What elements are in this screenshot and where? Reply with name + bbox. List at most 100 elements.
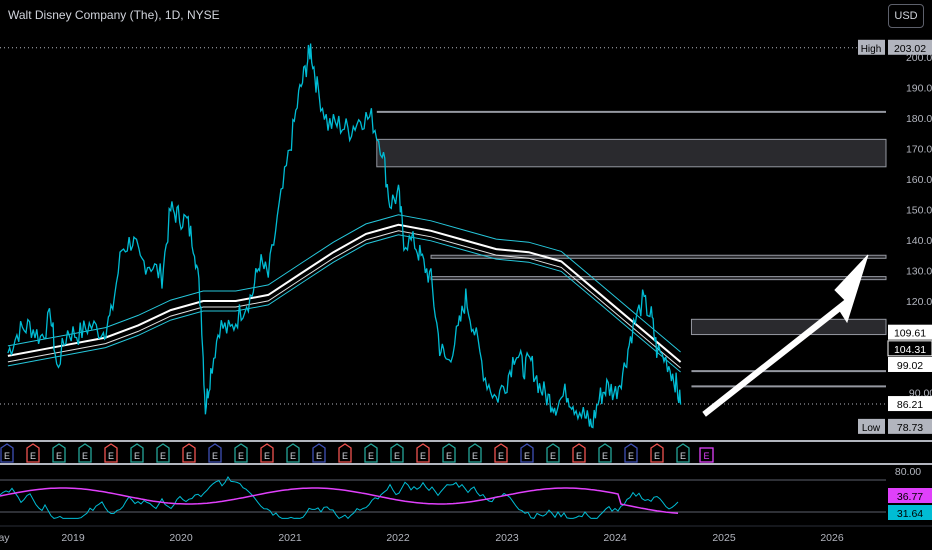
price-tick-label: 200.00 xyxy=(906,52,932,64)
earnings-marker xyxy=(286,443,300,463)
earnings-marker-label: E xyxy=(602,451,608,461)
upcoming-earnings-label: E xyxy=(703,451,709,461)
time-tick-label: 2025 xyxy=(712,532,736,544)
earnings-marker-label: E xyxy=(420,451,426,461)
earnings-marker xyxy=(546,443,560,463)
earnings-marker xyxy=(26,443,40,463)
level-tag-bg xyxy=(858,39,885,55)
price-tick-label: 150.00 xyxy=(906,205,932,217)
price-tick-label: 140.00 xyxy=(906,235,932,247)
level-value-label: 86.21 xyxy=(897,399,923,411)
time-tick-label: ay xyxy=(0,532,10,544)
earnings-marker-label: E xyxy=(498,451,504,461)
earnings-marker xyxy=(364,443,378,463)
level-value-box xyxy=(888,396,932,412)
ma-lower-band xyxy=(7,234,681,373)
earnings-marker-label: E xyxy=(446,451,452,461)
price-tick-label: 170.00 xyxy=(906,144,932,156)
resistance-zone xyxy=(376,138,887,168)
earnings-marker xyxy=(650,443,664,463)
earnings-marker-label: E xyxy=(238,451,244,461)
time-tick-label: 2022 xyxy=(386,532,410,544)
earnings-marker-label: E xyxy=(628,451,634,461)
price-tick-label: 160.00 xyxy=(906,174,932,186)
earnings-marker xyxy=(624,443,638,463)
earnings-marker xyxy=(520,443,534,463)
earnings-marker-label: E xyxy=(576,451,582,461)
earnings-marker xyxy=(52,443,66,463)
rsi-value: 31.64 xyxy=(897,508,923,520)
ma-upper-band xyxy=(7,214,681,353)
resistance-zone xyxy=(430,276,887,281)
level-value-label: 104.31 xyxy=(894,344,926,356)
earnings-marker xyxy=(78,443,92,463)
earnings-marker-label: E xyxy=(82,451,88,461)
chart-title: Walt Disney Company (The), 1D, NYSE xyxy=(8,8,220,22)
level-tag-label: High xyxy=(861,44,882,55)
level-tag-bg xyxy=(858,418,885,434)
earnings-marker xyxy=(598,443,612,463)
earnings-marker xyxy=(0,443,14,463)
earnings-marker xyxy=(182,443,196,463)
level-value-box xyxy=(888,324,932,340)
earnings-marker xyxy=(208,443,222,463)
level-value-box xyxy=(887,340,932,357)
earnings-marker xyxy=(156,443,170,463)
rsi-signal-value: 36.77 xyxy=(897,491,923,503)
projection-arrow xyxy=(702,254,869,417)
price-tick-label: 130.00 xyxy=(906,266,932,278)
rsi-signal-line xyxy=(0,487,679,514)
level-tag-label: Low xyxy=(862,423,881,434)
earnings-marker xyxy=(130,443,144,463)
earnings-marker-label: E xyxy=(524,451,530,461)
earnings-marker-label: E xyxy=(472,451,478,461)
earnings-marker-label: E xyxy=(680,451,686,461)
level-value-label: 203.02 xyxy=(894,43,926,55)
earnings-marker-label: E xyxy=(264,451,270,461)
time-tick-label: 2019 xyxy=(61,532,85,544)
earnings-marker xyxy=(494,443,508,463)
earnings-marker-label: E xyxy=(30,451,36,461)
earnings-marker xyxy=(390,443,404,463)
earnings-marker xyxy=(260,443,274,463)
level-value-label: 99.02 xyxy=(897,360,923,372)
earnings-marker-label: E xyxy=(212,451,218,461)
earnings-marker xyxy=(234,443,248,463)
time-tick-label: 2023 xyxy=(495,532,519,544)
time-tick-label: 2026 xyxy=(820,532,844,544)
level-value-box xyxy=(888,418,932,434)
earnings-marker-label: E xyxy=(368,451,374,461)
level-value-label: 78.73 xyxy=(897,422,923,434)
price-tick-label: 190.00 xyxy=(906,83,932,95)
earnings-marker-label: E xyxy=(160,451,166,461)
price-tick-label: 120.00 xyxy=(906,296,932,308)
earnings-marker-label: E xyxy=(134,451,140,461)
rsi-line xyxy=(0,476,679,520)
earnings-marker-label: E xyxy=(290,451,296,461)
resistance-zone xyxy=(430,254,887,259)
time-tick-label: 2024 xyxy=(603,532,627,544)
price-line xyxy=(7,43,682,429)
rsi-value-box xyxy=(888,488,932,503)
ma-line xyxy=(7,223,682,363)
earnings-marker xyxy=(442,443,456,463)
earnings-marker xyxy=(312,443,326,463)
earnings-marker xyxy=(676,443,690,463)
resistance-zone xyxy=(690,318,887,336)
earnings-marker xyxy=(338,443,352,463)
level-value-label: 109.61 xyxy=(894,328,926,340)
time-tick-label: 2020 xyxy=(169,532,193,544)
earnings-marker-label: E xyxy=(394,451,400,461)
earnings-marker-label: E xyxy=(654,451,660,461)
earnings-marker xyxy=(468,443,482,463)
earnings-marker xyxy=(416,443,430,463)
earnings-marker-label: E xyxy=(550,451,556,461)
rsi-value-box xyxy=(888,505,932,520)
earnings-marker xyxy=(572,443,586,463)
level-value-box xyxy=(888,356,932,372)
level-value-box xyxy=(888,39,932,55)
time-tick-label: 2021 xyxy=(278,532,302,544)
rsi-tick-label: 80.00 xyxy=(895,466,921,478)
currency-button[interactable]: USD xyxy=(888,4,924,28)
